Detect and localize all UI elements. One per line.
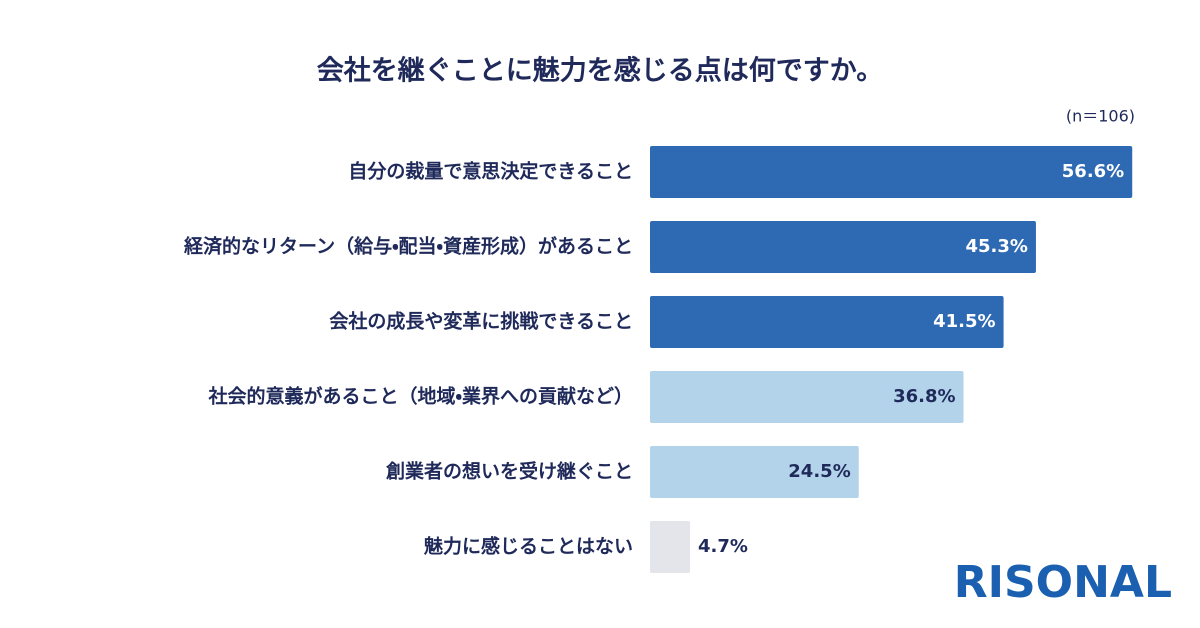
chart-title: 会社を継ぐことに魅力を感じる点は何ですか。	[317, 55, 883, 87]
bar	[650, 221, 1036, 273]
category-label: 創業者の想いを受け継ぐこと	[386, 460, 633, 483]
value-label: 45.3%	[966, 236, 1028, 257]
bar	[650, 146, 1133, 198]
value-label: 24.5%	[788, 461, 850, 482]
bar	[650, 521, 691, 573]
category-label: 魅力に感じることはない	[423, 535, 633, 558]
bar	[650, 371, 964, 423]
category-label: 自分の裁量で意思決定できること	[348, 160, 633, 183]
bar	[650, 446, 859, 498]
bar	[650, 296, 1004, 348]
logo: RISONAL	[954, 557, 1172, 608]
value-label: 41.5%	[933, 311, 995, 332]
category-label: 会社の成長や変革に挑戦できること	[329, 310, 633, 333]
value-label: 56.6%	[1062, 161, 1124, 182]
value-label: 36.8%	[893, 386, 955, 407]
category-label: 社会的意義があること（地域・業界への貢献など）	[208, 385, 633, 408]
category-label: 経済的なリターン（給与・配当・資産形成）があること	[183, 235, 633, 258]
sample-size: (n＝106)	[1066, 107, 1135, 126]
value-label: 4.7%	[698, 536, 748, 557]
